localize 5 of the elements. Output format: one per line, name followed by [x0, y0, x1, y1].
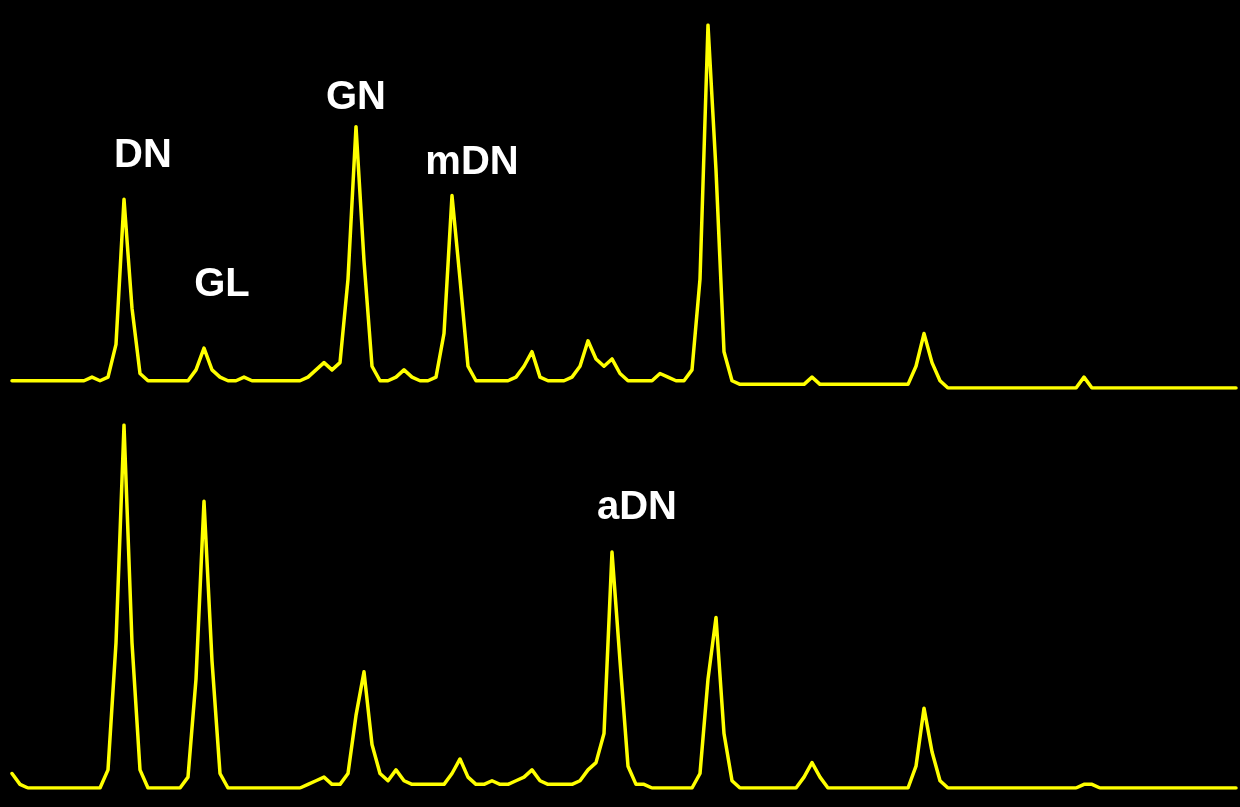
annotation: aDN	[596, 483, 678, 527]
annotation: GL	[194, 260, 250, 304]
annotation: GN	[326, 73, 386, 117]
annotation: DN	[114, 131, 172, 175]
annotation: mDN	[425, 138, 519, 182]
